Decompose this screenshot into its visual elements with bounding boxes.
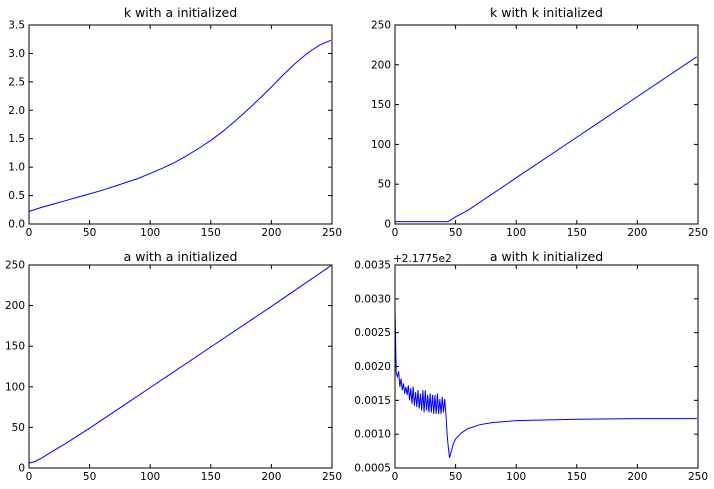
subplot-a-with-k-initialized: 0 50 100 150 200 250 0.0005 0.0010 0.0015 0.0020 0… bbox=[354, 249, 708, 483]
plot-frame bbox=[28, 24, 333, 225]
y-tick-label: 2.5 bbox=[8, 76, 25, 88]
x-tick-label: 100 bbox=[506, 471, 526, 483]
x-tick-label: 200 bbox=[261, 471, 281, 483]
plot-area bbox=[395, 25, 698, 224]
plot-area bbox=[395, 265, 698, 468]
subplot-a-with-a-initialized: 0 50 100 150 200 250 0 50 100 150 200 250 a with a … bbox=[5, 249, 342, 483]
y-tick-label: 100 bbox=[5, 381, 25, 393]
x-tick-label: 0 bbox=[26, 471, 33, 483]
x-tick-label: 150 bbox=[567, 471, 587, 483]
tick-group: 0 50 100 150 200 250 0.0005 0.0010 0.0015 0.0020 0… bbox=[354, 260, 708, 484]
y-tick-label: 250 bbox=[5, 260, 25, 272]
y-tick-label: 3.5 bbox=[8, 20, 25, 32]
x-tick-label: 200 bbox=[627, 471, 647, 483]
subplot-k-with-a-initialized: 0 50 100 150 200 2500.00.51.01.52.02.53.03.5 … bbox=[8, 5, 342, 239]
subplot-k-with-k-initialized: 0 50 100 150 200 250 0 50 100 150 200 250 k with k … bbox=[371, 5, 708, 239]
chart-title: k with k initialized bbox=[490, 5, 603, 20]
x-tick-label: 250 bbox=[688, 471, 708, 483]
y-tick-label: 0.0025 bbox=[354, 327, 391, 339]
y-tick-label: 3.0 bbox=[8, 48, 25, 60]
plot-frame bbox=[394, 264, 699, 469]
y-tick-label: 0 bbox=[384, 219, 391, 231]
plot-frame bbox=[28, 264, 333, 469]
y-tick-label: 2.0 bbox=[8, 105, 25, 117]
x-tick-label: 250 bbox=[322, 227, 342, 239]
chart-title: a with k initialized bbox=[490, 249, 603, 264]
y-offset-label: +2.1775e2 bbox=[393, 253, 452, 265]
y-tick-label: 200 bbox=[371, 59, 391, 71]
y-tick-label: 100 bbox=[371, 139, 391, 151]
x-tick-label: 150 bbox=[567, 227, 587, 239]
y-tick-label: 250 bbox=[371, 20, 391, 32]
tick-group: 0 50 100 150 200 250 0.0 0.5 1.0 1.5 2.0 2.5 3.0 3.5 bbox=[8, 20, 342, 240]
x-tick-label: 0 bbox=[392, 471, 399, 483]
y-tick-label: 0.0005 bbox=[354, 463, 391, 475]
x-tick-label: 150 bbox=[201, 471, 221, 483]
tick-group: 0 50 100 150 200 250 0 50 100 150 200 250 bbox=[371, 20, 708, 240]
series-line bbox=[28, 265, 332, 464]
x-tick-label: 50 bbox=[449, 471, 462, 483]
x-tick-label: 250 bbox=[688, 227, 708, 239]
x-tick-label: 50 bbox=[83, 227, 96, 239]
x-tick-label: 100 bbox=[140, 227, 160, 239]
x-tick-label: 100 bbox=[140, 471, 160, 483]
chart-title: a with a initialized bbox=[124, 249, 238, 264]
y-tick-label: 0.0010 bbox=[354, 429, 391, 441]
x-tick-label: 50 bbox=[83, 471, 96, 483]
x-tick-label: 50 bbox=[449, 227, 462, 239]
y-tick-label: 0.0020 bbox=[354, 361, 391, 373]
y-tick-label: 1.0 bbox=[8, 162, 25, 174]
series-line bbox=[394, 308, 697, 458]
plot-frame bbox=[394, 24, 699, 225]
series-line bbox=[28, 39, 331, 212]
plot-area bbox=[29, 25, 332, 224]
x-tick-label: 0 bbox=[392, 227, 399, 239]
y-tick-label: 0.0030 bbox=[354, 293, 391, 305]
x-tick-label: 100 bbox=[506, 227, 526, 239]
y-tick-label: 150 bbox=[5, 341, 25, 353]
y-tick-label: 200 bbox=[5, 300, 25, 312]
x-tick-label: 0 bbox=[26, 227, 33, 239]
x-tick-label: 150 bbox=[201, 227, 221, 239]
y-tick-label: 0.0 bbox=[8, 219, 25, 231]
chart-title: k with a initialized bbox=[124, 5, 237, 20]
y-tick-label: 0.0015 bbox=[354, 395, 391, 407]
x-tick-label: 200 bbox=[627, 227, 647, 239]
y-tick-label: 0 bbox=[18, 463, 25, 475]
y-tick-label: 0.0035 bbox=[354, 260, 391, 272]
x-tick-label: 200 bbox=[261, 227, 281, 239]
series-line bbox=[395, 56, 698, 223]
y-tick-label: 0.5 bbox=[8, 190, 25, 202]
y-tick-label: 50 bbox=[12, 422, 25, 434]
x-tick-label: 250 bbox=[322, 471, 342, 483]
y-tick-label: 150 bbox=[371, 99, 391, 111]
y-tick-label: 1.5 bbox=[8, 133, 25, 145]
y-tick-label: 50 bbox=[378, 179, 391, 191]
